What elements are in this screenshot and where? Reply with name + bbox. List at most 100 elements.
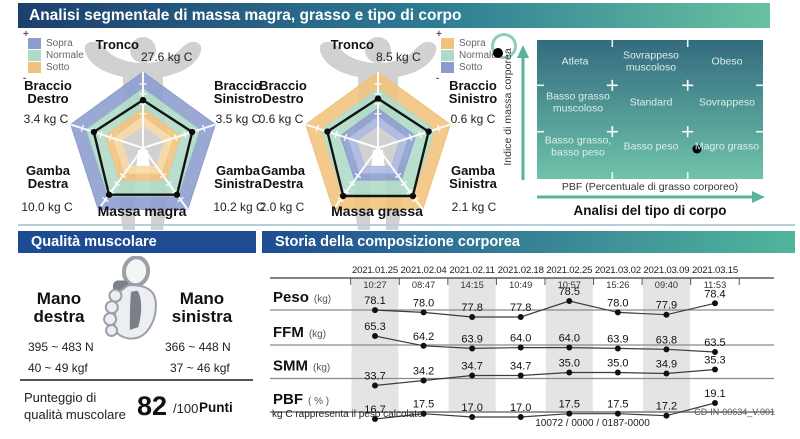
history-data-point	[711, 349, 718, 355]
history-data-point	[372, 416, 378, 422]
body-type-cell-label: Sovrappeso muscoloso	[622, 49, 680, 73]
history-data-point	[469, 372, 476, 379]
history-date: 2021.03.09	[643, 265, 689, 276]
history-date: 2021.02.04	[401, 265, 448, 276]
grid-plus-marks	[606, 79, 694, 138]
body-type-dot-icon	[493, 48, 503, 58]
history-data-point	[372, 333, 378, 339]
history-series-line	[374, 335, 716, 353]
history-series-line	[374, 300, 716, 318]
body-type-cell-label: Basso grasso, basso peso	[544, 134, 612, 158]
history-data-label: 35.0	[559, 358, 580, 370]
history-data-label: 63.9	[607, 333, 628, 345]
radar-segment-value: 3.5 kg C	[215, 112, 261, 126]
legend-item-label: Normale	[459, 50, 497, 61]
history-data-label: 17.5	[559, 399, 580, 411]
history-data-point	[663, 311, 670, 318]
footer-note: kg C rappresenta il peso calcolato.	[272, 409, 426, 420]
history-data-label: 64.0	[510, 333, 531, 345]
left-hand-newton: 366 ~ 448 N	[165, 340, 231, 354]
history-data-label: 35.3	[704, 355, 725, 367]
history-date: 2021.01.25	[352, 265, 398, 276]
history-data-point	[614, 345, 621, 352]
radar-data-point	[139, 96, 147, 104]
history-data-label: 77.9	[656, 300, 677, 312]
fat-mass-radar-chart	[305, 37, 451, 230]
left-hand-kgf: 37 ~ 46 kgf	[170, 361, 230, 375]
muscle-score-label: Punteggio di qualità muscolare	[24, 390, 126, 422]
radar-data-polygon	[92, 98, 194, 196]
radar-data-point	[105, 191, 113, 198]
history-data-point	[566, 344, 573, 351]
history-data-point	[420, 410, 427, 417]
legend-swatch	[28, 50, 41, 61]
legend-swatch	[28, 38, 41, 49]
radar-segment-label: Gamba Sinistra	[449, 163, 497, 191]
history-data-point	[663, 412, 670, 419]
muscle-quality-header: Qualità muscolare	[18, 231, 256, 253]
history-data-label: 65.3	[364, 321, 385, 333]
history-data-point	[420, 377, 427, 384]
history-date: 2021.02.11	[449, 265, 494, 276]
radar-segment-label: Braccio Destro	[24, 78, 72, 106]
radar-data-point	[425, 128, 432, 135]
right-hand-newton: 395 ~ 483 N	[28, 340, 94, 354]
history-data-point	[517, 344, 524, 351]
history-time: 10:57	[558, 280, 581, 290]
history-time: 08:47	[412, 280, 435, 290]
legend-swatch	[441, 62, 454, 73]
radar-chart-name: Massa grassa	[331, 203, 423, 219]
history-data-label: 17.5	[413, 399, 434, 411]
history-data-label: 78.1	[364, 295, 385, 307]
history-data-point	[566, 369, 573, 376]
history-data-point	[420, 342, 427, 349]
history-data-point	[566, 298, 573, 304]
history-date: 2021.02.18	[498, 265, 544, 276]
radar-chart-name: Massa magra	[97, 203, 187, 219]
history-data-label: 63.5	[704, 337, 725, 349]
legend-sign: +	[436, 29, 442, 40]
history-data-label: 17.0	[461, 402, 482, 414]
history-chart: 2021.01.25 10:27 2021.02.04 08:47 2021.02.11…	[270, 265, 774, 422]
radar-segment-label: Gamba Destra	[25, 163, 71, 191]
y-axis-arrow	[517, 45, 529, 180]
right-hand-label: Mano destra	[33, 289, 85, 326]
body-type-ylabel: Indice di massa corporea	[502, 48, 514, 166]
muscle-score-denominator: /100	[173, 401, 199, 416]
history-time: 10:49	[509, 280, 532, 290]
x-axis-arrow	[537, 191, 765, 203]
footer-serial: 10072 / 0000 / 0187-0000	[535, 418, 650, 429]
history-data-label: 64.2	[413, 331, 434, 343]
history-data-point	[517, 372, 524, 379]
history-row-unit: (kg)	[313, 363, 330, 374]
body-type-cell-label: Atleta	[561, 55, 589, 68]
history-data-label: 78.5	[559, 286, 580, 298]
radar-segment-value: 27.6 kg C	[141, 50, 193, 64]
history-data-point	[711, 400, 718, 406]
body-type-cell-label: Sovrappeso	[698, 96, 756, 109]
history-data-label: 19.1	[704, 388, 725, 400]
radar-segment-label: Braccio Sinistro	[213, 78, 263, 106]
radar-band	[112, 116, 174, 174]
radar-segment-value: 3.4 kg C	[23, 112, 69, 126]
history-data-label: 17.5	[607, 399, 628, 411]
body-type-cell-label: Basso peso	[623, 140, 679, 153]
body-silhouette-head	[130, 37, 156, 63]
legend-item-label: Normale	[46, 50, 84, 61]
legend-sign: -	[23, 73, 27, 84]
history-row-label: Peso (kg)	[273, 289, 331, 306]
body-type-chart	[517, 40, 765, 203]
radar-data-point	[90, 128, 98, 136]
radar-segment-label: Braccio Sinistro	[448, 78, 498, 106]
radar-segment-label: Gamba Destra	[260, 163, 306, 191]
legend-swatch	[441, 50, 454, 61]
radar-segment-label: Tronco	[330, 37, 374, 52]
history-data-label: 34.7	[461, 361, 482, 373]
radar-data-point	[188, 128, 196, 136]
history-data-label: 64.0	[559, 333, 580, 345]
radar-segment-value: 2.1 kg C	[451, 200, 497, 214]
grid-edge-ticks	[537, 40, 763, 179]
history-time: 10:27	[363, 280, 386, 290]
history-row-unit: ( % )	[308, 396, 329, 407]
muscle-quality-divider	[20, 379, 253, 381]
